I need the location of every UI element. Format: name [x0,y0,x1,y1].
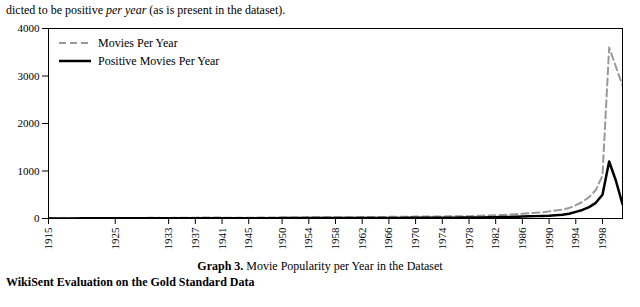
svg-text:1990: 1990 [543,227,555,250]
html-text:Graph 3. Movie Popularity per: Graph 3. Movie Popularity per Year in th… [197,259,443,273]
svg-text:1954: 1954 [302,227,314,250]
svg-text:1962: 1962 [356,228,368,250]
svg-text:1000: 1000 [18,165,41,177]
svg-text:1966: 1966 [382,227,394,250]
svg-text:1945: 1945 [242,227,254,250]
html-text:Positive Movies Per Year: Positive Movies Per Year [98,54,220,68]
svg-text:1941: 1941 [216,228,228,250]
svg-text:3000: 3000 [18,70,41,82]
svg-text:1937: 1937 [189,227,201,250]
html-text:Movies Per Year: Movies Per Year [98,36,178,50]
svg-text:4000: 4000 [18,22,41,34]
svg-text:1915: 1915 [42,227,54,250]
svg-text:1950: 1950 [276,227,288,250]
svg-text:1994: 1994 [569,227,581,250]
html-text:dicted to be positive per year: dicted to be positive per year (as is pr… [6,3,286,17]
svg-text:1925: 1925 [109,227,121,250]
svg-text:2000: 2000 [18,117,41,129]
svg-text:1986: 1986 [516,227,528,250]
svg-text:1970: 1970 [409,227,421,250]
svg-text:1998: 1998 [596,227,608,250]
svg-text:1974: 1974 [436,227,448,250]
svg-text:0: 0 [34,212,40,224]
svg-text:1978: 1978 [463,227,475,250]
html-text:WikiSent Evaluation on the Gol: WikiSent Evaluation on the Gold Standard… [6,275,255,289]
svg-text:1933: 1933 [162,227,174,250]
svg-text:1982: 1982 [489,228,501,250]
svg-text:1958: 1958 [329,227,341,250]
